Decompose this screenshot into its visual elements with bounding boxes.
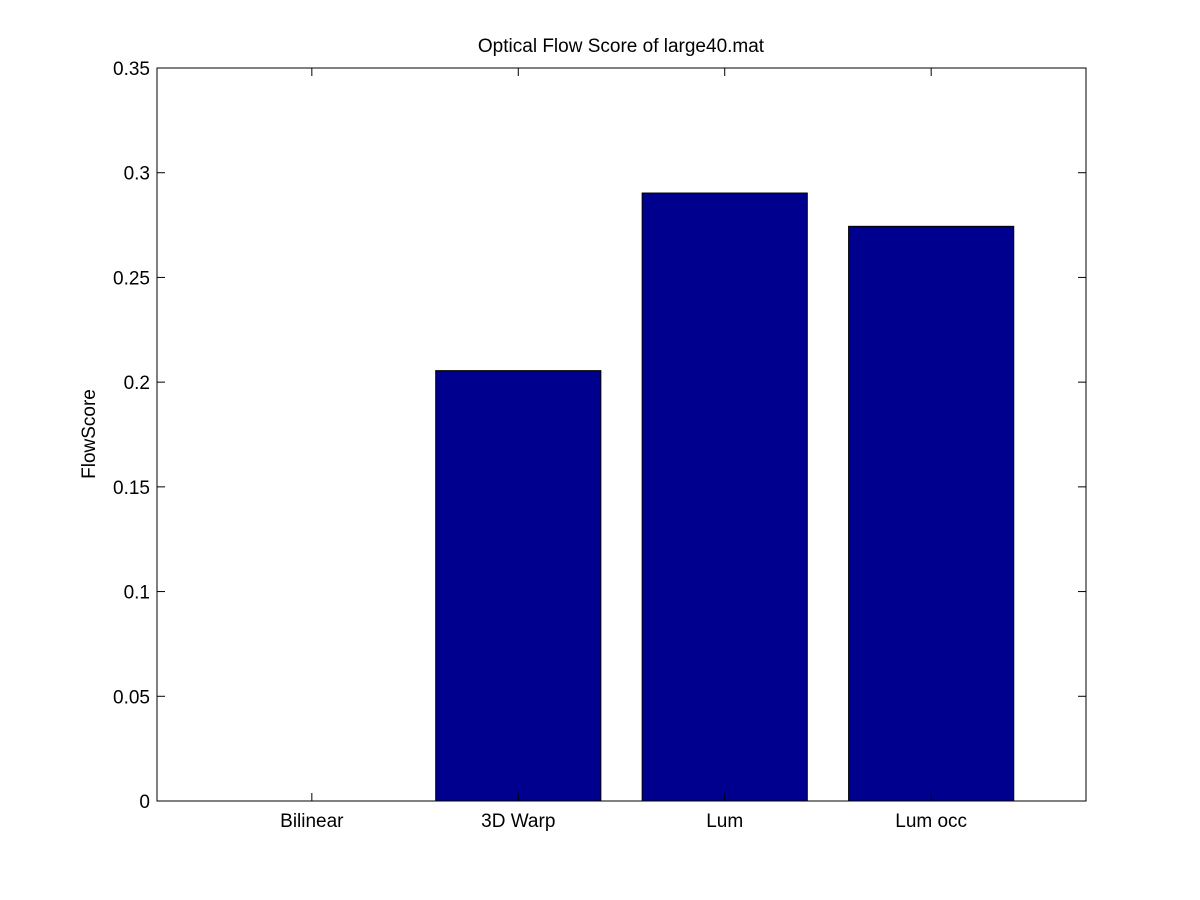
y-tick-label: 0.25 xyxy=(113,268,150,289)
x-tick-label: Lum xyxy=(706,811,743,832)
y-axis-label: FlowScore xyxy=(79,389,100,479)
y-tick-label: 0.1 xyxy=(124,583,150,604)
bar-lum-occ xyxy=(848,225,1015,802)
x-tick-label: 3D Warp xyxy=(481,811,555,832)
y-tick-label: 0.2 xyxy=(124,373,150,394)
y-tick-label: 0 xyxy=(139,792,150,813)
y-tick-label: 0.3 xyxy=(124,164,150,185)
bars-group xyxy=(435,192,1015,802)
y-tick-label: 0.15 xyxy=(113,478,150,499)
y-tick-labels: 0 0.05 0.1 0.15 0.2 0.25 0.3 0.35 xyxy=(113,59,150,813)
plot-frame xyxy=(156,67,1087,802)
chart-title: Optical Flow Score of large40.mat xyxy=(478,36,765,57)
x-tick-label: Bilinear xyxy=(280,811,344,832)
x-tick-label: Lum occ xyxy=(895,811,967,832)
x-tick-labels: Bilinear 3D Warp Lum Lum occ xyxy=(280,811,967,832)
bar-lum xyxy=(641,192,808,802)
y-tick-label: 0.35 xyxy=(113,59,150,80)
y-tick-label: 0.05 xyxy=(113,687,150,708)
bar-3d-warp xyxy=(435,370,602,802)
